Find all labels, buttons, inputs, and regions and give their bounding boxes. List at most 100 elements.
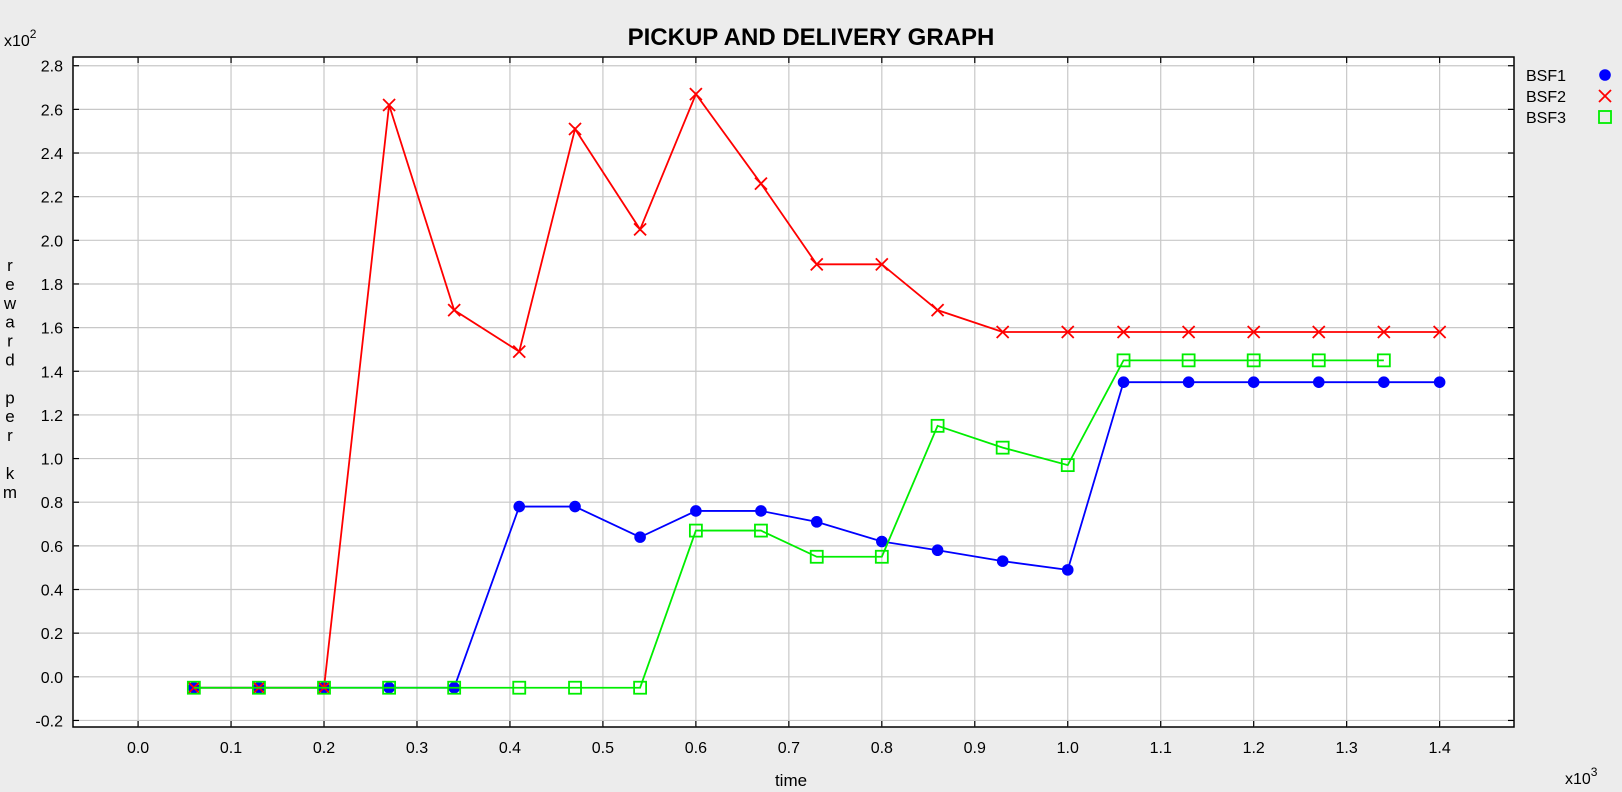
y-tick-label: 0.6 — [41, 539, 63, 556]
data-point — [382, 680, 396, 695]
legend-label: BSF2 — [1526, 89, 1566, 106]
data-point — [690, 505, 702, 517]
data-point — [810, 257, 824, 271]
y-tick-label: 1.4 — [41, 364, 63, 381]
x-tick-label: 0.1 — [220, 740, 242, 757]
y-tick-label: 1.6 — [41, 321, 63, 338]
data-point — [512, 344, 526, 359]
data-point — [1246, 353, 1261, 368]
legend: BSF1 BSF2 BSF3 — [1526, 68, 1612, 127]
series-bsf2 — [187, 87, 1447, 695]
y-tick-label: 0.8 — [41, 495, 63, 512]
y-tick-label: 1.2 — [41, 408, 63, 425]
y-multiplier-exponent: 2 — [30, 27, 37, 41]
data-point — [1247, 376, 1260, 388]
legend-marker — [1599, 69, 1611, 81]
data-point — [931, 544, 944, 557]
y-tick-label: 2.8 — [41, 59, 63, 76]
data-point — [1377, 325, 1391, 339]
data-point — [689, 87, 703, 101]
data-point — [996, 555, 1009, 567]
x-tick-label: 0.9 — [964, 740, 986, 757]
data-point — [754, 523, 768, 538]
data-point — [1182, 376, 1195, 388]
data-point — [874, 549, 889, 564]
data-point — [569, 500, 581, 513]
x-axis-ticks: 0.0 0.1 0.2 0.3 0.4 0.5 0.6 0.7 0.8 0.9 1.0 1.1 1.2 1… — [127, 57, 1451, 757]
data-point — [930, 303, 945, 317]
data-point — [1312, 325, 1326, 339]
y-tick-label: 2.6 — [41, 102, 63, 119]
chart-title: PICKUP AND DELIVERY GRAPH — [628, 24, 995, 51]
data-point — [930, 418, 945, 433]
y-axis-label-char: r — [7, 256, 13, 275]
data-point — [755, 505, 767, 517]
data-point — [875, 257, 889, 271]
data-point — [996, 325, 1010, 339]
data-point — [1181, 325, 1196, 339]
data-point — [1116, 325, 1131, 339]
x-multiplier-base: x10 — [1565, 771, 1591, 788]
data-point — [1181, 353, 1196, 368]
x-tick-label: 0.7 — [778, 740, 800, 757]
y-tick-label: 0.0 — [41, 670, 63, 687]
y-multiplier-base: x10 — [4, 33, 30, 50]
y-axis-ticks: -0.2 0.0 0.2 0.4 0.6 0.8 1.0 1.2 1.4 1.6 1.8 2.0 2.2… — [35, 59, 1514, 730]
plot-area — [72, 56, 1515, 728]
series-bsf3 — [186, 353, 1391, 695]
data-point — [1376, 353, 1391, 368]
data-point — [568, 680, 582, 695]
x-tick-label: 0.4 — [499, 740, 521, 757]
y-axis-label-char: d — [5, 351, 14, 370]
data-point — [1247, 325, 1261, 339]
x-axis-label: time — [775, 771, 807, 790]
y-axis-label-char: p — [5, 388, 14, 407]
series-layer — [186, 87, 1447, 695]
y-tick-label: 2.4 — [41, 146, 63, 163]
data-point — [754, 176, 768, 191]
data-point — [317, 680, 331, 695]
data-point — [447, 680, 462, 695]
x-tick-label: 1.4 — [1429, 740, 1451, 757]
x-tick-label: 0.2 — [313, 740, 335, 757]
series-line — [193, 359, 1384, 689]
y-tick-label: 1.0 — [41, 452, 63, 469]
y-tick-label: 2.0 — [41, 233, 63, 250]
x-tick-label: 1.1 — [1150, 740, 1172, 757]
data-point — [633, 222, 647, 237]
data-point — [1061, 325, 1075, 339]
y-axis-label-char: r — [7, 332, 13, 351]
x-multiplier-label: x103 — [1565, 765, 1598, 788]
x-multiplier-exponent: 3 — [1591, 765, 1598, 779]
data-point — [186, 680, 201, 695]
x-tick-label: 0.0 — [127, 740, 149, 757]
data-point — [1312, 376, 1325, 388]
data-point — [447, 303, 461, 317]
y-axis-label-char: k — [6, 464, 15, 483]
x-tick-label: 0.3 — [406, 740, 428, 757]
data-point — [809, 549, 824, 564]
data-point — [633, 680, 648, 695]
x-tick-label: 0.6 — [685, 740, 707, 757]
data-point — [995, 440, 1010, 455]
data-point — [252, 680, 266, 695]
x-tick-label: 0.5 — [592, 740, 614, 757]
data-point — [568, 122, 582, 136]
x-tick-label: 0.8 — [871, 740, 893, 757]
y-tick-label: 0.4 — [41, 583, 63, 600]
y-axis-label-char: e — [5, 407, 14, 426]
x-tick-label: 1.3 — [1336, 740, 1358, 757]
y-axis-label-char: m — [3, 483, 17, 502]
data-point — [512, 680, 527, 695]
y-axis-label-char: r — [7, 426, 13, 445]
y-axis-label-char: a — [5, 313, 15, 332]
data-point — [1116, 353, 1131, 368]
y-tick-label: 2.2 — [41, 190, 63, 207]
data-point — [382, 98, 396, 112]
data-point — [1433, 376, 1446, 388]
data-point — [1117, 376, 1130, 388]
y-tick-label: 0.2 — [41, 626, 63, 643]
x-tick-label: 1.2 — [1243, 740, 1265, 757]
